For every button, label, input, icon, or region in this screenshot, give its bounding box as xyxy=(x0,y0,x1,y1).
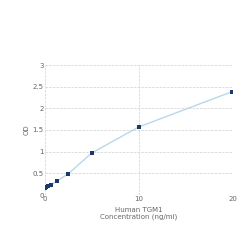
Point xyxy=(46,184,50,188)
Point xyxy=(66,172,70,176)
X-axis label: Human TGM1
Concentration (ng/ml): Human TGM1 Concentration (ng/ml) xyxy=(100,206,178,220)
Point xyxy=(230,90,234,94)
Point xyxy=(137,125,141,129)
Point xyxy=(90,151,94,155)
Y-axis label: OD: OD xyxy=(24,125,30,135)
Point xyxy=(44,186,48,190)
Point xyxy=(49,183,53,187)
Point xyxy=(43,186,47,190)
Point xyxy=(55,179,59,183)
